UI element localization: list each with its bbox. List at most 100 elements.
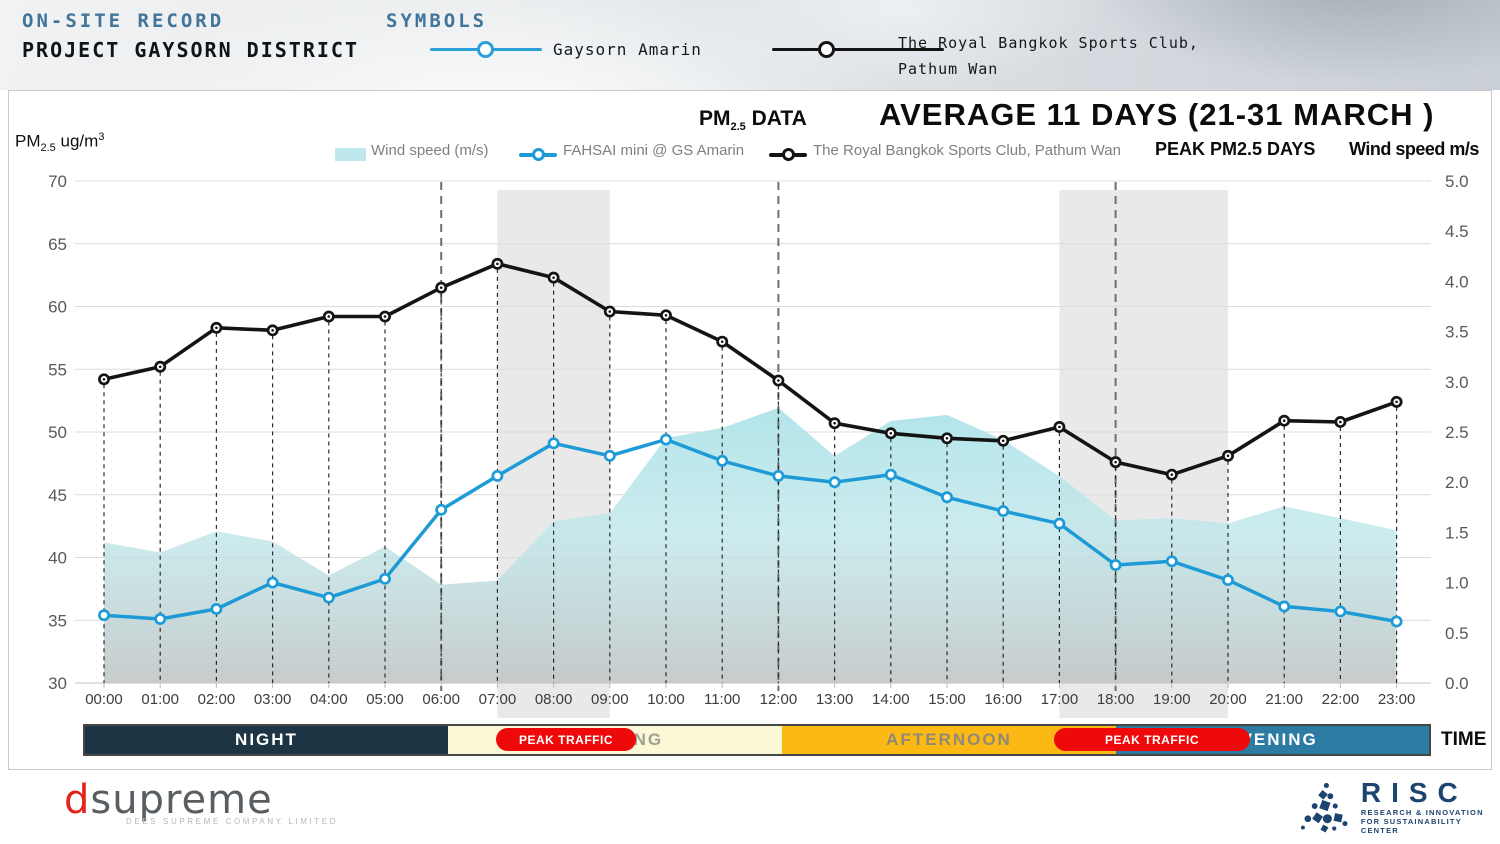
royal-legend-label: The Royal Bangkok Sports Club, Pathum Wa… <box>813 142 1121 159</box>
x-axis-tick: 22:00 <box>1322 691 1360 708</box>
right-axis-tick: 4.5 <box>1445 222 1469 241</box>
left-axis-tick: 60 <box>48 298 67 317</box>
data-point-marker <box>1053 517 1066 530</box>
risc-tagline-line1: RESEARCH & INNOVATION <box>1360 808 1484 817</box>
axis-labels: 30 35 40 45 50 55 60 65 70 0.0 0.5 1.0 1.5 2.0 2.5 3.0 3… <box>48 172 1469 708</box>
left-axis-tick: 35 <box>48 611 67 630</box>
left-axis-tick: 45 <box>48 486 67 505</box>
right-axis-tick: 0.5 <box>1445 624 1469 643</box>
data-point-marker <box>603 449 616 462</box>
gaysorn-amarin-legend-marker-icon <box>477 41 494 58</box>
x-axis-tick: 17:00 <box>1041 691 1079 708</box>
x-axis-tick: 11:00 <box>704 691 740 708</box>
x-axis-tick: 07:00 <box>479 691 517 708</box>
wind-speed-area <box>104 407 1397 683</box>
data-point-marker <box>772 469 785 482</box>
dsupreme-logo: dsupreme DEES SUPREME COMPANY LIMITED <box>64 780 338 826</box>
data-point-marker <box>716 454 729 467</box>
wind-speed-legend-label: Wind speed (m/s) <box>371 142 489 159</box>
data-point-marker <box>210 603 223 615</box>
right-axis-title: Wind speed m/s <box>1349 139 1479 159</box>
right-axis-tick: 0.0 <box>1445 674 1469 693</box>
right-axis-tick: 2.5 <box>1445 423 1469 442</box>
x-axis-tick: 16:00 <box>984 691 1022 708</box>
data-point-marker <box>997 505 1010 518</box>
royal-legend-marker-icon <box>782 148 795 161</box>
gaysorn-amarin-legend-label: Gaysorn Amarin <box>553 40 702 59</box>
x-axis-tick: 06:00 <box>422 691 460 708</box>
chart-legend: Wind speed (m/s) FAHSAI mini @ GS Amarin… <box>9 139 1493 165</box>
chart-title: AVERAGE 11 DAYS (21-31 MARCH ) <box>879 97 1435 132</box>
wind-speed-swatch-icon <box>335 148 366 161</box>
data-point-marker <box>1278 600 1291 613</box>
data-point-marker <box>154 613 167 625</box>
timeline-segment-night: NIGHT <box>85 726 448 754</box>
data-point-marker <box>1222 574 1234 587</box>
right-axis-tick: 2.0 <box>1445 473 1469 492</box>
x-axis-tick: 19:00 <box>1153 691 1191 708</box>
data-point-marker <box>941 491 953 504</box>
pm-data-label: PM2.5 DATA <box>699 107 807 134</box>
x-axis-tick: 10:00 <box>647 691 685 708</box>
risc-logo-name: RISC <box>1360 777 1468 808</box>
data-point-marker <box>322 591 335 604</box>
footer: dsupreme DEES SUPREME COMPANY LIMITED <box>0 770 1500 844</box>
right-axis-tick: 3.5 <box>1445 323 1469 342</box>
left-axis-tick: 65 <box>48 235 67 254</box>
onsite-record-label: ON-SITE RECORD <box>22 10 225 32</box>
data-point-marker <box>266 576 279 589</box>
data-point-marker <box>660 433 672 446</box>
top-banner: ON-SITE RECORD PROJECT GAYSORN DISTRICT … <box>0 0 1500 90</box>
time-axis-label: TIME <box>1441 729 1487 750</box>
right-axis-tick: 1.0 <box>1445 574 1469 593</box>
dsupreme-logo-d: d <box>64 777 91 823</box>
right-axis-tick: 3.0 <box>1445 373 1469 392</box>
data-point-marker <box>1334 605 1347 618</box>
peak-traffic-pill: PEAK TRAFFIC <box>496 728 636 751</box>
left-axis-tick: 50 <box>48 423 67 442</box>
x-axis-tick: 08:00 <box>535 691 573 708</box>
fahsai-legend-marker-icon <box>532 148 545 161</box>
data-point-marker <box>379 572 391 585</box>
x-axis-tick: 20:00 <box>1209 691 1247 708</box>
right-axis-tick: 5.0 <box>1445 172 1469 191</box>
project-title: PROJECT GAYSORN DISTRICT <box>22 38 359 62</box>
right-axis-tick: 4.0 <box>1445 272 1469 291</box>
risc-logo: RISC RESEARCH & INNOVATION FOR SUSTAINAB… <box>1300 778 1500 835</box>
data-point-marker <box>884 468 897 481</box>
fahsai-legend-label: FAHSAI mini @ GS Amarin <box>563 142 745 159</box>
dsupreme-logo-rest: supreme <box>90 777 273 823</box>
right-axis-tick: 1.5 <box>1445 523 1469 542</box>
data-point-marker <box>435 503 448 516</box>
data-point-marker <box>1109 559 1122 571</box>
x-axis-tick: 13:00 <box>816 691 854 708</box>
pm25-chart: 30 35 40 45 50 55 60 65 70 0.0 0.5 1.0 1.5 2.0 2.5 3.0 3… <box>48 172 1469 718</box>
left-axis-title: PM2.5 ug/m3 <box>15 131 105 155</box>
royal-club-legend-line <box>772 48 944 51</box>
royal-club-legend-label-line2: Pathum Wan <box>898 60 999 78</box>
x-axis-tick: 05:00 <box>366 691 404 708</box>
x-axis-tick: 09:00 <box>591 691 629 708</box>
royal-club-legend-marker-icon <box>818 41 835 58</box>
data-point-marker <box>98 609 110 622</box>
left-axis-tick: 40 <box>48 549 67 568</box>
left-axis-tick: 70 <box>48 172 67 191</box>
dsupreme-tagline: DEES SUPREME COMPANY LIMITED <box>126 817 339 826</box>
x-axis-tick: 21:00 <box>1265 691 1303 708</box>
x-axis-tick: 00:00 <box>85 691 123 708</box>
x-axis-tick: 23:00 <box>1378 691 1416 708</box>
data-point-marker <box>1390 615 1403 628</box>
royal-line-series <box>98 257 1403 481</box>
x-axis-tick: 12:00 <box>760 691 798 708</box>
fahsai-line-series <box>98 433 1403 628</box>
x-axis-tick: 04:00 <box>310 691 348 708</box>
x-axis-tick: 18:00 <box>1097 691 1135 708</box>
left-axis-tick: 30 <box>48 674 67 693</box>
x-axis-tick: 02:00 <box>198 691 236 708</box>
x-axis-tick: 03:00 <box>254 691 292 708</box>
peak-pm25-days-label: PEAK PM2.5 DAYS <box>1155 139 1316 159</box>
data-point-marker <box>491 469 504 482</box>
symbols-label: SYMBOLS <box>386 10 488 32</box>
risc-tagline-line2: FOR SUSTAINABILITY CENTER <box>1360 817 1462 835</box>
chart-panel: 30 35 40 45 50 55 60 65 70 0.0 0.5 1.0 1.5 2.0 2.5 3.0 3… <box>8 90 1492 770</box>
